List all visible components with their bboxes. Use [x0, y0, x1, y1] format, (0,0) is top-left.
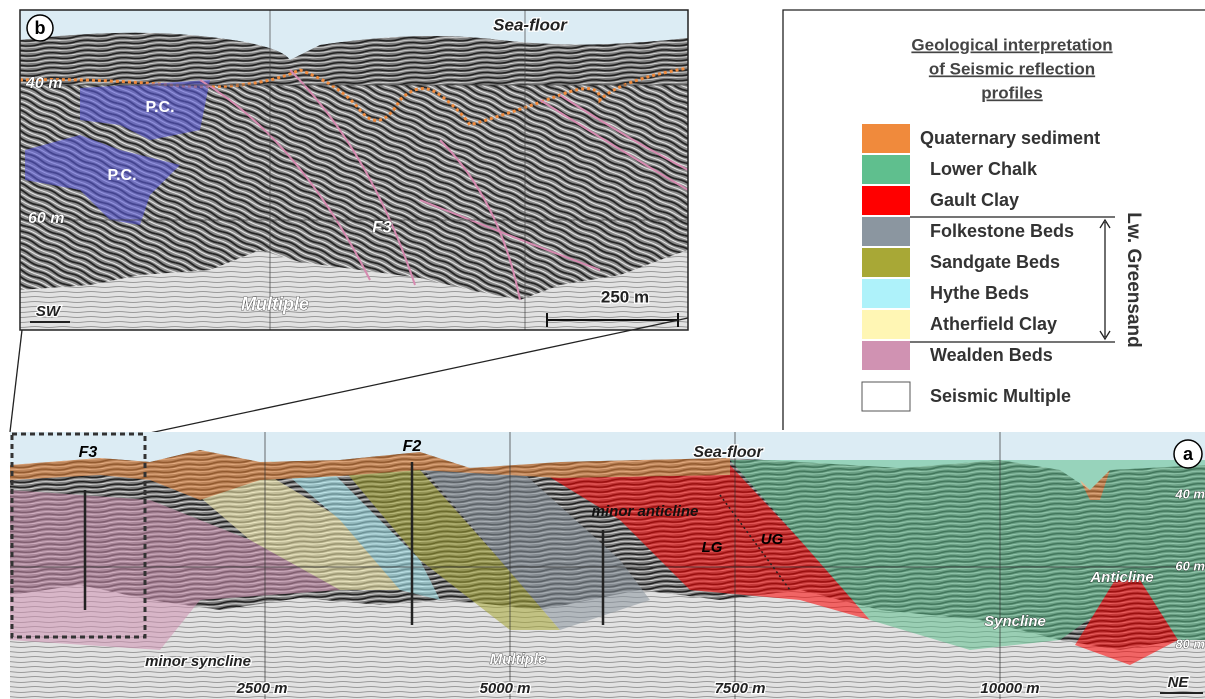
legend-label: Wealden Beds	[930, 345, 1053, 365]
fault-lines	[199, 69, 689, 301]
fault-label: F3	[372, 217, 392, 236]
fault-markers	[83, 462, 605, 625]
fault-label: F3	[79, 444, 98, 461]
panel-label: a	[1183, 444, 1194, 464]
sea-floor-label: Sea-floor	[693, 444, 763, 461]
legend: Geological interpretation of Seismic ref…	[782, 9, 1205, 430]
legend-swatch	[862, 124, 910, 153]
zoom-box	[10, 432, 147, 639]
legend-label: Gault Clay	[930, 190, 1019, 210]
legend-swatch	[862, 279, 910, 308]
distance-label: 10000 m	[980, 680, 1039, 697]
horizon-40m	[19, 66, 689, 127]
panel-badge	[26, 14, 54, 42]
unit-label: LG	[702, 539, 723, 556]
direction-label: SW	[36, 303, 62, 320]
pc-area	[25, 80, 210, 225]
pc-label: P.C.	[107, 167, 136, 184]
scale-label: 250 m	[601, 287, 649, 306]
legend-title: of Seismic reflection	[929, 59, 1095, 78]
group-label: Lw. Greensand	[1123, 212, 1144, 348]
legend-title: Geological interpretation	[911, 35, 1112, 54]
depth-label: 60 m	[1175, 558, 1205, 573]
legend-label: Folkestone Beds	[930, 221, 1074, 241]
grid	[10, 432, 1205, 699]
legend-frame	[782, 9, 1205, 430]
structure-label: Anticline	[1089, 569, 1153, 586]
legend-label: Seismic Multiple	[930, 386, 1071, 406]
depth-label: 40 m	[25, 75, 62, 92]
multiple-label: Multiple	[241, 294, 309, 314]
unit-overlays	[10, 450, 1205, 665]
multiple-label: Multiple	[490, 651, 547, 668]
grid	[20, 10, 688, 330]
legend-swatch	[862, 186, 910, 215]
legend-title: profiles	[981, 83, 1042, 102]
legend-swatch	[862, 248, 910, 277]
legend-swatch	[862, 217, 910, 246]
depth-label: 40 m	[1174, 486, 1205, 501]
legend-label: Lower Chalk	[930, 159, 1038, 179]
zoom-lines	[9, 317, 689, 435]
multiple-zone	[20, 250, 688, 330]
depth-label: 80 m	[1175, 636, 1205, 651]
legend-swatch	[862, 341, 910, 370]
structure-label: Syncline	[984, 613, 1046, 630]
legend-swatch	[862, 155, 910, 184]
legend-label: Hythe Beds	[930, 283, 1029, 303]
seismic-upper	[20, 32, 688, 85]
legend-label: Atherfield Clay	[930, 314, 1057, 334]
unit-label: UG	[761, 531, 784, 548]
panel-label: b	[35, 18, 46, 38]
structure-label: minor anticline	[592, 503, 699, 520]
legend-label: Sandgate Beds	[930, 252, 1060, 272]
panel-badge	[1173, 439, 1203, 469]
pc-label: P.C.	[145, 99, 174, 116]
panel-frame	[19, 9, 689, 331]
depth-label: 60 m	[28, 210, 64, 227]
group-bracket	[910, 216, 1115, 343]
legend-label: Quaternary sediment	[920, 128, 1100, 148]
distance-label: 7500 m	[715, 680, 766, 697]
panel-b: b Sea-floor 40 m 60 m P.C. P.C. F3 Multi…	[19, 9, 689, 331]
sea-floor-label: Sea-floor	[493, 15, 568, 34]
fault-label: F2	[403, 438, 422, 455]
legend-swatch	[862, 310, 910, 339]
direction-label: NE	[1168, 674, 1190, 691]
legend-swatch	[861, 381, 911, 412]
distance-label: 2500 m	[236, 680, 288, 697]
distance-label: 5000 m	[480, 680, 531, 697]
structure-label: minor syncline	[145, 653, 251, 670]
panel-a: a F3 F2 Sea-floor 40 m 60 m 80 m minor a…	[10, 432, 1205, 699]
